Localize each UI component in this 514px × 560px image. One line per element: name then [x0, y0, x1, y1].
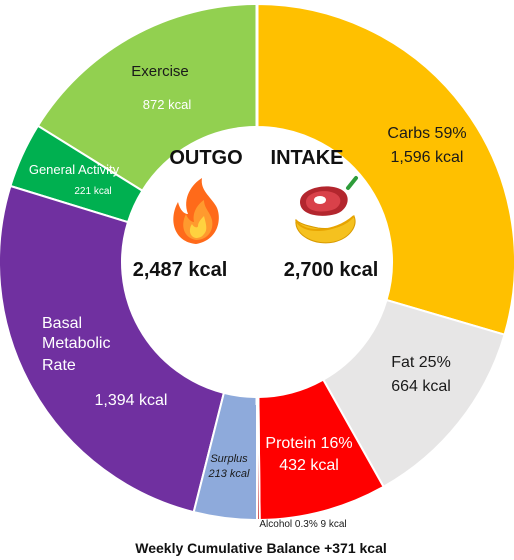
value-fat: 664 kcal — [391, 378, 451, 395]
label-alcohol: Alcohol 0.3% 9 kcal — [259, 519, 346, 530]
value-general-activity: 221 kcal — [74, 186, 111, 197]
label-surplus: Surplus — [210, 453, 248, 465]
value-carbs: 1,596 kcal — [391, 149, 464, 166]
outgo-total: 2,487 kcal — [133, 259, 228, 281]
food-icon — [295, 176, 358, 244]
label-bmr-line2: Metabolic — [42, 335, 110, 352]
outgo-title: OUTGO — [169, 147, 242, 169]
value-exercise: 872 kcal — [143, 97, 192, 112]
value-protein: 432 kcal — [279, 457, 339, 474]
weekly-balance: Weekly Cumulative Balance +371 kcal — [135, 540, 387, 556]
value-bmr: 1,394 kcal — [95, 392, 168, 409]
label-carbs: Carbs 59% — [387, 125, 466, 142]
intake-total: 2,700 kcal — [284, 259, 379, 281]
label-general-activity: General Activity — [29, 162, 120, 177]
value-surplus: 213 kcal — [208, 468, 251, 480]
label-bmr-line3: Rate — [42, 357, 76, 374]
label-bmr-line1: Basal — [42, 315, 82, 332]
label-fat: Fat 25% — [391, 354, 451, 371]
fire-icon — [173, 178, 219, 244]
label-exercise: Exercise — [131, 63, 189, 80]
intake-title: INTAKE — [271, 147, 344, 169]
label-protein: Protein 16% — [265, 435, 352, 452]
